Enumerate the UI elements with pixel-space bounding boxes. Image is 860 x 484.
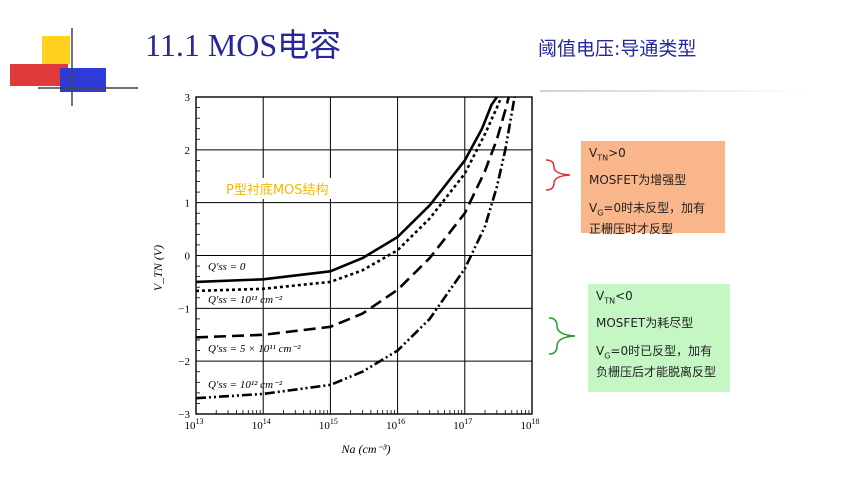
bracket-deplete-icon <box>548 317 576 355</box>
annotation-line: VTN<0 <box>596 289 633 306</box>
y-tick-label: 1 <box>185 198 191 210</box>
x-tick-label: 1017 <box>453 417 472 432</box>
series-line-0 <box>195 96 498 284</box>
x-tick-label: 1016 <box>386 417 405 432</box>
annotation-line: VG=0时已反型，加有负栅压后才能脱离反型 <box>596 343 717 380</box>
page-title: 11.1 MOS电容 <box>145 27 342 63</box>
annotation-line: MOSFET为增强型 <box>589 173 687 188</box>
series-label-0: Q′ss = 0 <box>208 261 246 273</box>
y-tick-label: 0 <box>185 251 191 263</box>
x-tick-label: 1013 <box>185 417 204 432</box>
chart-series-labels: Q′ss = 0 Q′ss = 10¹¹ cm⁻² Q′ss = 5 × 10¹¹ … <box>208 261 301 391</box>
chart-ticks: 1013 1014 1015 1016 1017 1018 3 2 1 0 −1 −2 −3 <box>178 92 539 432</box>
annotation-line: VTN>0 <box>589 146 626 163</box>
series-label-3: Q′ss = 10¹² cm⁻² <box>208 379 283 391</box>
y-tick-label: −1 <box>178 303 190 315</box>
y-tick-label: −2 <box>178 356 190 368</box>
page-subtitle: 阈值电压:导通类型 <box>538 38 697 60</box>
chart-grid <box>195 96 533 415</box>
x-tick-label: 1018 <box>521 417 540 432</box>
chart-series <box>195 96 516 400</box>
series-label-2: Q′ss = 5 × 10¹¹ cm⁻² <box>208 343 301 355</box>
series-line-2 <box>195 96 510 339</box>
header-divider <box>540 90 810 92</box>
annotation-line: VG=0时未反型，加有正栅压时才反型 <box>589 200 706 237</box>
chart-subtitle: P型衬底MOS结构 <box>222 178 333 199</box>
y-tick-label: −3 <box>178 409 190 421</box>
annotation-enhancement: VTN>0 MOSFET为增强型 VG=0时未反型，加有正栅压时才反型 <box>581 141 725 236</box>
x-tick-label: 1015 <box>319 417 338 432</box>
y-axis-label: V_TN (V) <box>151 245 165 291</box>
annotation-line: MOSFET为耗尽型 <box>596 316 694 331</box>
x-axis-label: Na (cm⁻³) <box>341 442 391 456</box>
series-line-3 <box>195 96 516 400</box>
y-tick-label: 2 <box>185 145 191 157</box>
bracket-enhance-icon <box>545 159 571 191</box>
x-tick-label: 1014 <box>252 417 271 432</box>
logo-decoration <box>10 28 138 106</box>
annotation-depletion: VTN<0 MOSFET为耗尽型 VG=0时已反型，加有负栅压后才能脱离反型 <box>588 284 730 392</box>
series-label-1: Q′ss = 10¹¹ cm⁻² <box>208 294 283 306</box>
y-tick-label: 3 <box>185 92 191 104</box>
vtn-vs-na-chart: 1013 1014 1015 1016 1017 1018 3 2 1 0 −1 −2 −3 Q′ss … <box>151 92 540 456</box>
